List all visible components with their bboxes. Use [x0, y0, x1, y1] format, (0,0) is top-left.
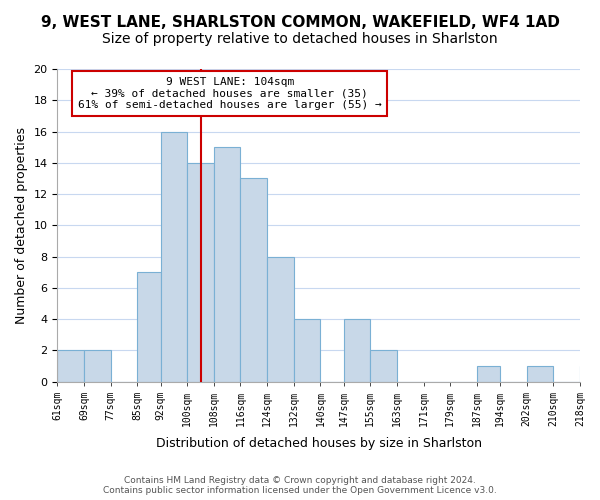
Bar — [161, 132, 187, 382]
X-axis label: Distribution of detached houses by size in Sharlston: Distribution of detached houses by size … — [156, 437, 482, 450]
Bar — [267, 256, 294, 382]
Bar — [477, 366, 500, 382]
Bar — [187, 163, 214, 382]
Bar — [84, 350, 110, 382]
Bar — [58, 350, 84, 382]
Bar — [370, 350, 397, 382]
Bar — [344, 319, 370, 382]
Text: Size of property relative to detached houses in Sharlston: Size of property relative to detached ho… — [102, 32, 498, 46]
Text: Contains HM Land Registry data © Crown copyright and database right 2024.
Contai: Contains HM Land Registry data © Crown c… — [103, 476, 497, 495]
Bar — [241, 178, 267, 382]
Bar — [214, 147, 241, 382]
Text: 9 WEST LANE: 104sqm
← 39% of detached houses are smaller (35)
61% of semi-detach: 9 WEST LANE: 104sqm ← 39% of detached ho… — [78, 77, 382, 110]
Y-axis label: Number of detached properties: Number of detached properties — [15, 127, 28, 324]
Bar — [137, 272, 161, 382]
Bar — [294, 319, 320, 382]
Bar — [527, 366, 553, 382]
Bar — [580, 366, 600, 382]
Text: 9, WEST LANE, SHARLSTON COMMON, WAKEFIELD, WF4 1AD: 9, WEST LANE, SHARLSTON COMMON, WAKEFIEL… — [41, 15, 559, 30]
